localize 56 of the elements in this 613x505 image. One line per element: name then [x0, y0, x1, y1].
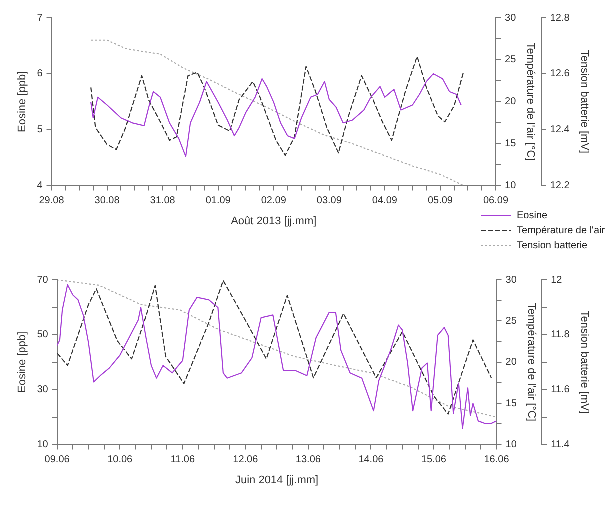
x-tick-label: 01.09 [206, 196, 232, 207]
y3-tick-label: 12.4 [550, 124, 570, 136]
y-tick-label: 5 [37, 124, 44, 136]
y3-tick-label: 12.2 [550, 180, 570, 192]
y-tick-label: 6 [37, 68, 44, 80]
line-series [90, 56, 464, 156]
y-tick-label: 7 [37, 12, 44, 24]
y2-tick-label: 25 [506, 316, 518, 327]
y3-tick-label: 11.4 [551, 440, 570, 451]
x-tick-label: 15.06 [421, 454, 447, 466]
y2-tick-label: 20 [506, 357, 518, 368]
y2-axis-title: Température de l'air [°C] [524, 42, 537, 162]
x-tick-label: 04.09 [372, 196, 398, 207]
x-tick-label: 11.06 [170, 454, 196, 466]
y2-tick-label: 10 [506, 440, 518, 451]
x-axis-title: Août 2013 [jj.mm] [231, 215, 317, 228]
x-tick-label: 31.08 [150, 196, 176, 207]
x-tick-label: 03.09 [316, 196, 342, 207]
legend-label: Eosine [517, 210, 548, 222]
y3-tick-label: 12 [551, 274, 563, 286]
y2-tick-label: 30 [506, 274, 518, 286]
y2-tick-label: 25 [505, 54, 517, 66]
y3-tick-label: 11.6 [551, 384, 570, 396]
y3-axis-title: Tension batterie [mV] [578, 310, 590, 414]
y-axis-title: Eosine [ppb] [16, 71, 29, 132]
line-series [90, 40, 464, 186]
y-tick-label: 4 [37, 180, 44, 192]
y2-tick-label: 15 [506, 398, 518, 410]
x-tick-label: 12.06 [233, 454, 259, 466]
y2-axis-title: Température de l'air [°C] [525, 303, 538, 422]
y3-tick-label: 12.8 [550, 12, 570, 24]
y-tick-label: 30 [37, 384, 49, 396]
x-tick-label: 29.08 [39, 196, 65, 207]
legend-label: Tension batterie [517, 240, 588, 252]
y3-tick-label: 11.8 [551, 330, 570, 341]
y2-tick-label: 15 [505, 138, 517, 150]
x-tick-label: 16.06 [484, 454, 510, 466]
y-tick-label: 50 [37, 330, 49, 341]
y-tick-label: 10 [37, 440, 49, 451]
x-tick-label: 13.06 [296, 454, 322, 466]
y3-tick-label: 12.6 [550, 68, 570, 80]
y-axis-title: Eosine [ppb] [16, 332, 29, 393]
x-tick-label: 14.06 [358, 454, 384, 466]
y2-tick-label: 10 [505, 180, 517, 192]
y3-axis-title: Tension batterie [mV] [578, 50, 590, 154]
y2-tick-label: 30 [505, 12, 517, 24]
x-tick-label: 02.09 [261, 196, 287, 207]
y-tick-label: 70 [37, 274, 49, 286]
x-tick-label: 30.08 [94, 196, 120, 207]
x-tick-label: 10.06 [108, 454, 134, 466]
y2-tick-label: 20 [505, 96, 517, 108]
x-tick-label: 06.09 [484, 196, 509, 207]
x-tick-label: 09.06 [44, 454, 70, 466]
x-tick-label: 05.09 [428, 196, 454, 207]
x-axis-title: Juin 2014 [jj.mm] [235, 474, 319, 486]
legend-label: Température de l'air [517, 226, 606, 237]
